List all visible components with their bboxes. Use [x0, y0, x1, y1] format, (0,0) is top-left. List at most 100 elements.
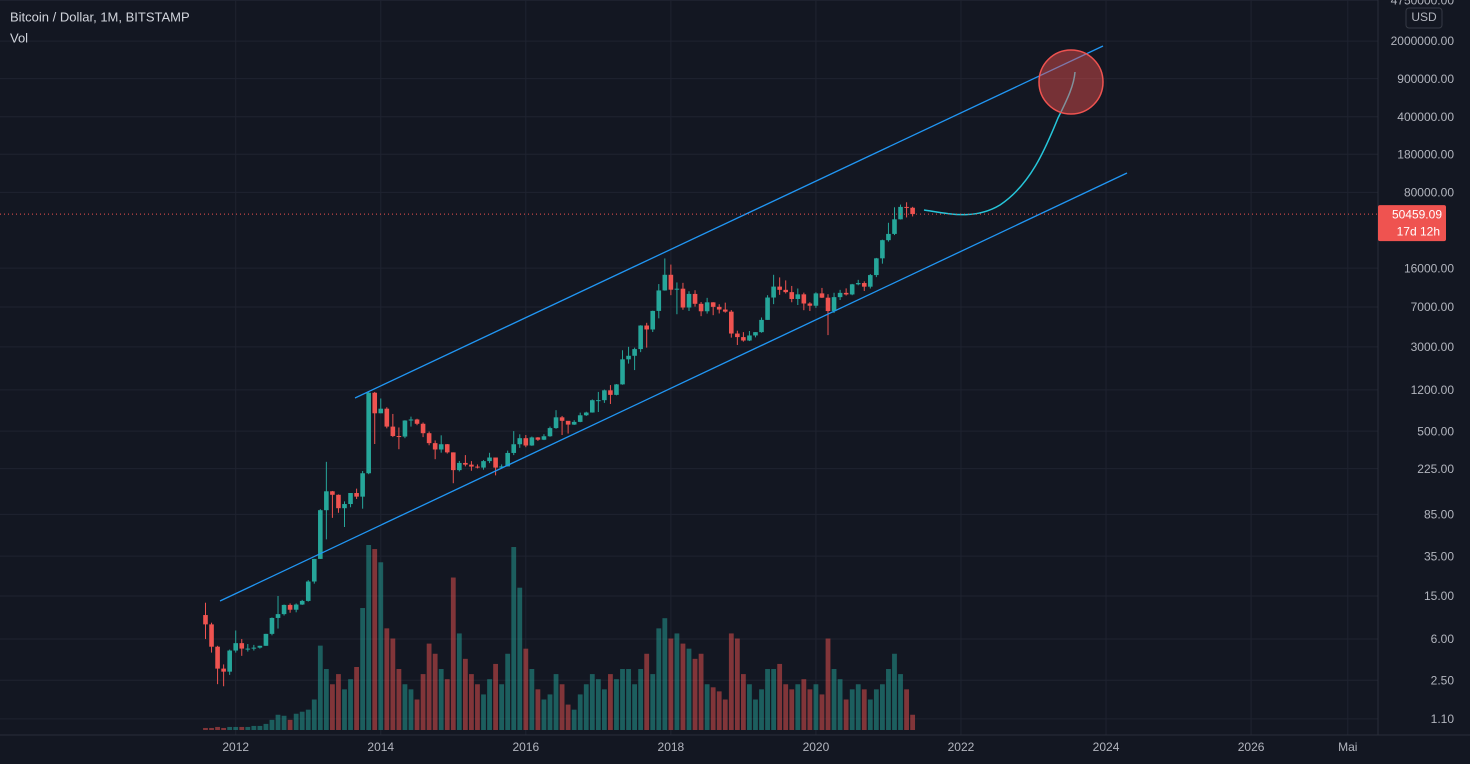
chart-title: Bitcoin / Dollar, 1M, BITSTAMP [10, 9, 190, 24]
volume-bar [837, 679, 843, 730]
candle-body [354, 493, 359, 497]
volume-bar [650, 674, 656, 730]
candle-body [874, 258, 879, 276]
candle-body [475, 466, 480, 468]
candle-body [819, 293, 825, 298]
volume-bar [608, 674, 613, 730]
candle-body [626, 355, 631, 360]
last-price-label: 50459.09 [1392, 207, 1442, 221]
volume-bar [203, 727, 208, 730]
y-tick-label: 85.00 [1424, 508, 1454, 522]
candle-body [692, 293, 698, 304]
volume-bar [680, 643, 686, 730]
candle-body [771, 286, 776, 298]
candle-body [608, 390, 613, 395]
volume-bar [378, 562, 384, 730]
price-axis-panel [1378, 0, 1470, 764]
volume-bar [831, 669, 837, 730]
x-tick-label: 2024 [1093, 740, 1120, 754]
candle-body [396, 436, 402, 438]
y-tick-label: 35.00 [1424, 549, 1454, 563]
volume-bar [311, 699, 317, 730]
candle-body [450, 452, 456, 471]
volume-bar [880, 684, 885, 730]
volume-bar [807, 689, 813, 730]
candle-body [668, 274, 674, 290]
candle-body [444, 444, 450, 453]
candle-body [384, 408, 390, 427]
volume-bar [795, 684, 801, 730]
volume-bar [722, 699, 728, 730]
candle-body [577, 415, 583, 422]
volume-bar [692, 658, 698, 730]
volume-bar [734, 638, 740, 730]
candle-body [807, 303, 813, 306]
volume-bar [589, 674, 595, 730]
volume-bar [777, 663, 783, 730]
volume-bar [704, 684, 710, 730]
volume-bar [873, 689, 879, 730]
candle-body [620, 359, 625, 385]
y-tick-label: 4750000.00 [1391, 0, 1455, 8]
candle-body [741, 337, 746, 341]
candle-body [457, 462, 462, 471]
volume-bar [904, 689, 909, 730]
y-tick-label: 900000.00 [1397, 72, 1454, 86]
currency: USD [1411, 10, 1437, 24]
volume-bar [656, 628, 662, 730]
y-tick-label: 7000.00 [1411, 300, 1455, 314]
y-tick-label: 15.00 [1424, 589, 1454, 603]
candle-body [589, 400, 595, 413]
volume-bar [511, 547, 517, 730]
volume-bar [674, 633, 680, 730]
candle-body [287, 604, 293, 610]
volume-bar [348, 679, 353, 730]
volume-bar [855, 684, 861, 730]
volume-bar [444, 679, 450, 730]
volume-bar [239, 726, 245, 730]
volume-bar [456, 633, 462, 730]
volume-bar [257, 725, 263, 730]
candle-body [523, 438, 529, 446]
volume-bar [450, 577, 456, 730]
candle-body [674, 288, 680, 290]
volume-bar [493, 663, 498, 730]
volume-bar [414, 699, 420, 730]
volume-bar [614, 679, 619, 730]
volume-bar [740, 674, 746, 730]
volume-bar [686, 648, 692, 730]
y-tick-label: 6.00 [1431, 632, 1455, 646]
candle-body [892, 219, 897, 234]
volume-bar [263, 723, 269, 730]
volume-bar [384, 628, 390, 730]
candle-body [432, 443, 438, 450]
volume-bar [342, 689, 347, 730]
x-tick-label: 2016 [512, 740, 539, 754]
volume-bar [898, 674, 903, 730]
volume-bar [577, 694, 583, 730]
candle-body [311, 558, 317, 582]
volume-bar [287, 719, 293, 730]
volume-bar [366, 545, 372, 730]
y-tick-label: 1.10 [1431, 712, 1455, 726]
candle-body [481, 461, 486, 468]
candle-body [360, 473, 365, 497]
candle-body [571, 421, 577, 425]
volume-bar [420, 674, 426, 730]
volume-bar [323, 669, 329, 730]
candle-body [269, 617, 275, 634]
volume-bar [535, 689, 541, 730]
candle-body [801, 294, 807, 304]
volume-bar [499, 684, 505, 730]
volume-bar [716, 691, 722, 730]
candle-body [710, 302, 716, 307]
candle-body [553, 417, 559, 429]
volume-bar [668, 638, 674, 730]
candle-body [499, 466, 504, 468]
candle-body [438, 444, 444, 450]
volume-bar [293, 713, 299, 730]
candle-body [239, 643, 245, 649]
candle-body [215, 646, 220, 669]
volume-bar [227, 726, 233, 730]
